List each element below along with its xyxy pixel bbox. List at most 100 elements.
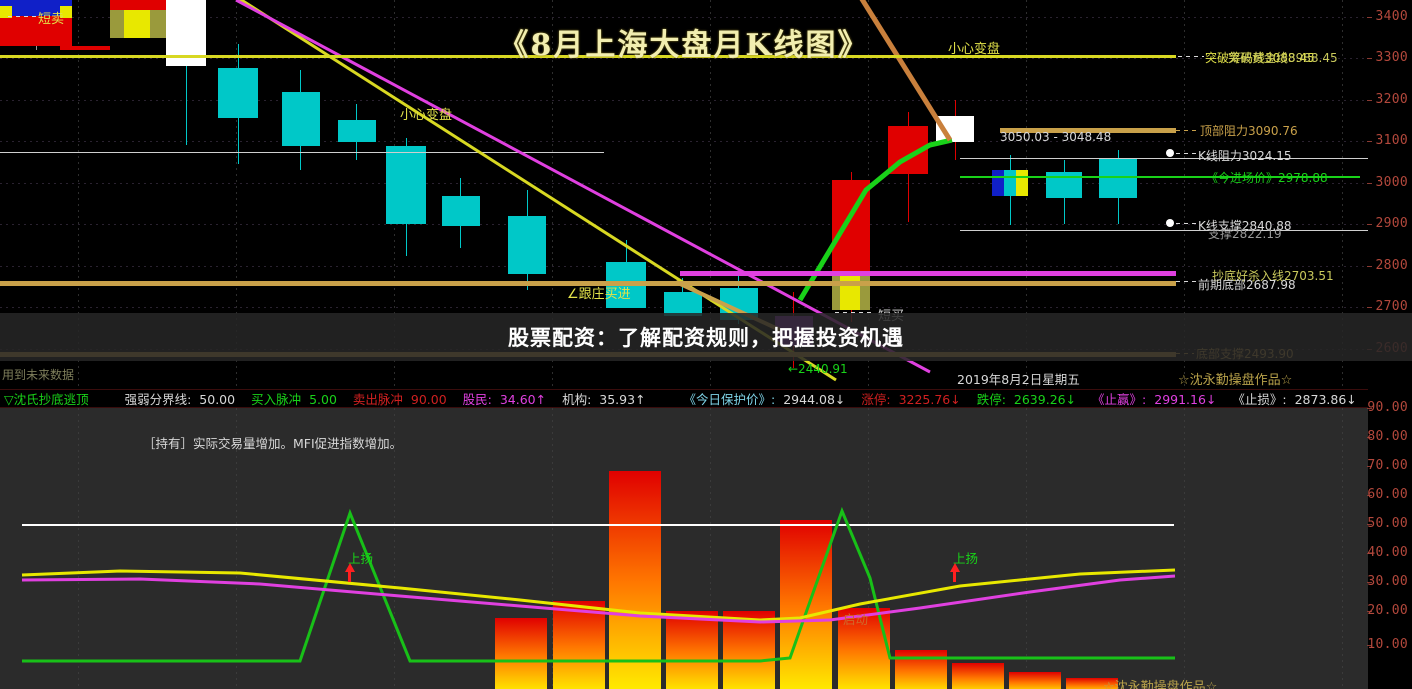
vgridline xyxy=(868,408,869,689)
annotation-short-sell: 短卖 xyxy=(38,12,65,27)
status-value-limit-down: 2639.26↓ xyxy=(1013,392,1077,407)
vgridline xyxy=(78,408,79,689)
status-label-institution: 机构: xyxy=(562,392,592,407)
future-data-warning: 用到未来数据 xyxy=(2,368,75,382)
status-value-buy-pulse: 5.00 xyxy=(309,392,337,407)
gridline-3300 xyxy=(0,58,1368,59)
status-label-buy-pulse: 买入脉冲 xyxy=(251,392,302,407)
watermark-bottom: ☆沈永勤操盘作品☆ xyxy=(1103,680,1218,689)
status-label-take-profit: 《止赢》: xyxy=(1092,392,1147,407)
annotation-price-tooltip: 3050.03 - 3048.48 xyxy=(1000,130,1112,144)
axis-tick-mfi: 80.00 xyxy=(1367,429,1408,444)
status-label-sell-pulse: 卖出脉冲 xyxy=(352,392,403,407)
gridline-3100 xyxy=(0,141,1368,142)
vgridline xyxy=(1184,408,1185,689)
axis-tick-mfi: 10.00 xyxy=(1367,637,1408,652)
axis-tick-price: 3100 xyxy=(1375,133,1408,148)
mfi-bar xyxy=(609,471,661,689)
status-label-limit-up: 涨停: xyxy=(861,392,891,407)
vgridline xyxy=(1026,408,1027,689)
gridline-3200 xyxy=(0,100,1368,101)
watermark-top: ☆沈永勤操盘作品☆ xyxy=(1178,373,1293,388)
vgridline xyxy=(1342,0,1343,388)
price-label-2703: 抄底好杀入线2703.51 xyxy=(1212,269,1334,283)
vgridline xyxy=(552,408,553,689)
axis-tick-price: 3000 xyxy=(1375,175,1408,190)
label-leader-line xyxy=(1176,153,1198,154)
volume-marker xyxy=(60,46,110,50)
vgridline xyxy=(78,0,79,388)
mfi-bar xyxy=(495,618,547,689)
gridline-2800 xyxy=(0,266,1368,267)
mfi-bar xyxy=(1009,672,1061,689)
price-label-entry-2978: 《今进场价》2978.88 xyxy=(1206,171,1328,185)
vgridline xyxy=(1342,408,1343,689)
price-label-3088: 突破筹码线3088.45 xyxy=(1205,51,1315,65)
axis-tick-price: 2900 xyxy=(1375,216,1408,231)
price-label-2822: 支撑2822.19 xyxy=(1208,227,1282,241)
axis-tick-mfi: 60.00 xyxy=(1367,487,1408,502)
baseline-segment xyxy=(960,158,1368,159)
baseline-segment xyxy=(960,230,1368,231)
status-label-retail: 股民: xyxy=(462,392,492,407)
axis-tick-mfi: 20.00 xyxy=(1367,603,1408,618)
status-value-protect-price: 2944.08↓ xyxy=(783,392,846,407)
status-value-institution: 35.93↑ xyxy=(599,392,646,407)
indicator-status-bar[interactable]: ▽沈氏抄底逃顶 强弱分界线: 50.00 买入脉冲 5.00 卖出脉冲 90.0… xyxy=(0,389,1412,408)
annotation-leader-line xyxy=(8,16,36,17)
status-label-strength: 强弱分界线: xyxy=(124,392,192,407)
axis-tick-mfi: 40.00 xyxy=(1367,545,1408,560)
price-label-3024: K线阻力3024.15 xyxy=(1198,149,1292,163)
axis-tick-price: 2800 xyxy=(1375,258,1408,273)
status-label-stop-loss: 《止损》: xyxy=(1232,392,1287,407)
gridline-2900 xyxy=(0,224,1368,225)
price-label-3090: 顶部阻力3090.76 xyxy=(1200,124,1298,138)
resistance-line-3090 xyxy=(1000,128,1176,133)
mfi-indicator-panel[interactable]: 上扬 上扬 启动 ☆沈永勤操盘作品☆ xyxy=(0,408,1368,689)
mfi-up-arrow-icon xyxy=(345,563,355,572)
mfi-bar xyxy=(723,611,775,689)
mfi-line-overlay xyxy=(21,506,1176,663)
mfi-bar xyxy=(666,611,718,689)
status-label-limit-down: 跌停: xyxy=(976,392,1006,407)
annotation-leader-line xyxy=(835,312,875,313)
indicator-name[interactable]: ▽沈氏抄底逃顶 xyxy=(4,392,89,407)
annotation-mfi-start: 启动 xyxy=(843,612,869,627)
vgridline xyxy=(236,0,237,388)
vgridline xyxy=(1184,0,1185,388)
axis-tick-mfi: 70.00 xyxy=(1367,458,1408,473)
label-leader-line xyxy=(1178,56,1204,57)
label-leader-line xyxy=(1176,223,1198,224)
vgridline xyxy=(236,408,237,689)
mfi-bar xyxy=(952,663,1004,689)
label-leader-line xyxy=(1176,281,1198,282)
axis-tick-price: 3200 xyxy=(1375,92,1408,107)
status-value-retail: 34.60↑ xyxy=(499,392,547,407)
annotation-mfi-rise-right: 上扬 xyxy=(953,551,979,566)
status-value-limit-up: 3225.76↓ xyxy=(898,392,961,407)
mfi-bar xyxy=(553,601,605,689)
ad-banner[interactable]: 股票配资：了解配资规则，把握投资机遇 xyxy=(0,313,1412,361)
entry-price-line xyxy=(960,176,1360,178)
price-label-2687: 前期底部2687.98 xyxy=(1198,278,1296,292)
axis-tick-mfi: 90.00 xyxy=(1367,400,1408,415)
resistance-line-3088 xyxy=(0,55,1176,58)
page-title: 《8月上海大盘月K线图》 xyxy=(498,28,870,63)
axis-tick-mfi: 50.00 xyxy=(1367,516,1408,531)
vgridline xyxy=(710,0,711,388)
marker-dot xyxy=(1166,219,1174,227)
mfi-bar xyxy=(1066,678,1118,689)
mfi-up-arrow-stem xyxy=(953,570,956,582)
mfi-reference-line-50 xyxy=(22,524,1174,526)
annotation-follow-buy: ∠跟庄买进 xyxy=(567,287,631,302)
ad-banner-text: 股票配资：了解配资规则，把握投资机遇 xyxy=(508,326,904,350)
vgridline xyxy=(552,0,553,388)
status-value-stop-loss: 2873.86↓ xyxy=(1294,392,1357,407)
mfi-up-arrow-stem xyxy=(348,570,351,582)
support-line-2703 xyxy=(0,281,1176,286)
magenta-level-line xyxy=(680,271,1176,276)
annotation-mfi-rise-left: 上扬 xyxy=(348,551,374,566)
mfi-status-note: ［持有］实际交易量增加。MFI促进指数增加。 xyxy=(143,436,403,451)
status-value-take-profit: 2991.16↓ xyxy=(1154,392,1217,407)
